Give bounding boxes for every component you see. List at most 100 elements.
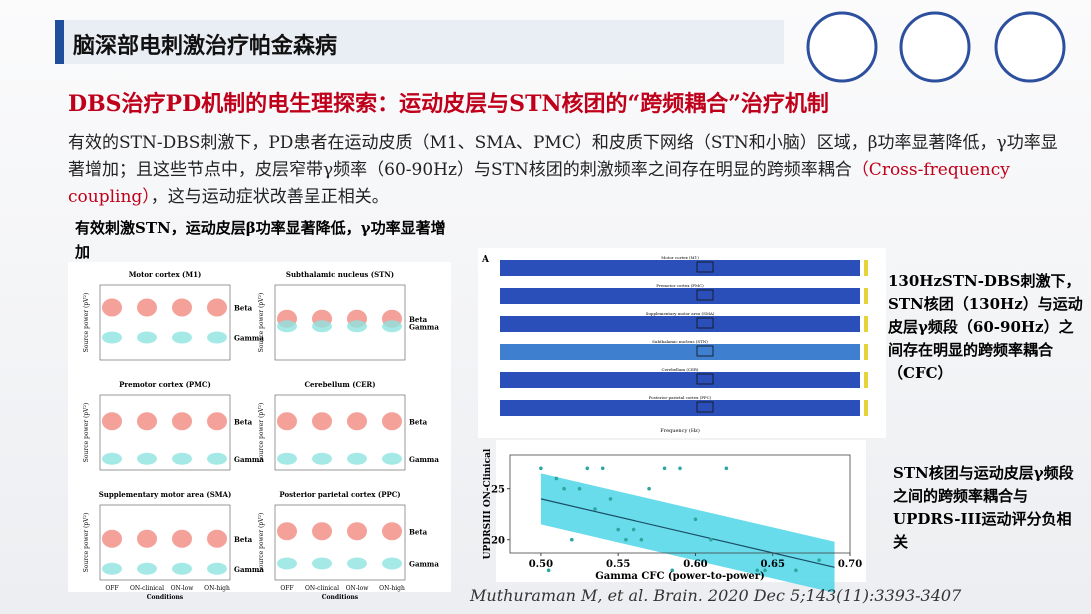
panel-frame (99, 284, 231, 361)
row-title: Premotor cortex (PMC) (656, 283, 704, 288)
violin-beta (382, 412, 402, 431)
strip (500, 260, 860, 276)
x-label: Frequency (Hz) (660, 427, 700, 434)
point (600, 466, 605, 471)
panel-frame (274, 394, 406, 471)
x-label: Gamma CFC (power-to-power) (595, 571, 765, 582)
series-label: Beta (409, 527, 428, 536)
paragraph: 有效的STN-DBS刺激下，PD患者在运动皮质（M1、SMA、PMC）和皮质下网… (68, 130, 1068, 211)
point (693, 517, 698, 522)
point (817, 558, 821, 562)
logos (806, 11, 1066, 83)
x-tick-label: OFF (105, 585, 118, 592)
strip-hot (696, 345, 714, 357)
y-label: Source power (pV²) (83, 513, 90, 572)
x-tick-label: 0.55 (606, 559, 630, 570)
violin-gamma (102, 331, 122, 344)
point (562, 486, 566, 491)
violin-gamma (102, 452, 122, 465)
strip (500, 372, 860, 388)
panel-title: Cerebellum (CER) (304, 380, 375, 389)
y-tick-label: 25 (491, 485, 505, 496)
panel-title: Posterior parietal cortex (PPC) (279, 490, 400, 499)
series-label: Gamma (234, 565, 264, 574)
x-tick-label: 0.70 (838, 559, 862, 570)
violin-gamma (382, 452, 402, 465)
x-tick-label: ON-low (346, 585, 370, 592)
series-label: Gamma (409, 455, 439, 464)
point (670, 568, 675, 573)
strip (500, 316, 860, 332)
point (546, 568, 551, 573)
point (678, 466, 682, 471)
header-band (64, 20, 784, 64)
left-caption: 有效刺激STN，运动皮层β功率显著降低，γ功率显著增加 (75, 219, 446, 261)
panel-title: Motor cortex (M1) (129, 270, 202, 279)
strip (500, 288, 860, 304)
strip-hot (696, 401, 714, 413)
violin-beta (172, 412, 192, 431)
colorbar (864, 400, 868, 416)
x-tick-label: OFF (280, 585, 293, 592)
x-tick-label: ON-clinical (130, 585, 164, 592)
violin-beta (207, 529, 227, 548)
strip-hot (696, 261, 714, 273)
row-title: Motor cortex (M1) (661, 255, 699, 260)
plot-frame (509, 454, 851, 554)
violin-gamma (382, 320, 402, 333)
colorbar (864, 260, 868, 276)
x-tick-label: 0.60 (683, 559, 707, 570)
violin-gamma (347, 320, 367, 333)
violin-gamma (277, 557, 297, 570)
strip (500, 344, 860, 360)
series-label: Gamma (234, 334, 264, 343)
point (593, 507, 597, 511)
x-label: Conditions (322, 594, 359, 601)
strip-hot (696, 373, 714, 385)
citation: Muthuraman M, et al. Brain. 2020 Dec 5;1… (470, 586, 962, 605)
point (639, 537, 644, 542)
series-label: Beta (409, 417, 428, 426)
point (608, 497, 613, 501)
violin-beta (207, 412, 227, 431)
right-caption: 130HzSTN-DBS刺激下，STN核团（130Hz）与运动皮层γ频段（60-… (888, 272, 1083, 382)
panel-label: A (481, 255, 490, 265)
x-tick-label: ON-high (379, 585, 405, 592)
y-tick-label: 20 (491, 536, 505, 547)
panel-frame (99, 394, 231, 471)
x-tick-label: ON-clinical (305, 585, 339, 592)
point (570, 537, 574, 542)
violin-gamma (312, 557, 332, 570)
series-label: Beta (409, 315, 428, 324)
violin-gamma (277, 320, 297, 333)
colorbar (864, 316, 868, 332)
point (662, 466, 667, 471)
point (577, 486, 582, 491)
point (794, 568, 798, 573)
point (763, 568, 767, 573)
x-label: Conditions (147, 594, 184, 601)
x-tick-label: ON-high (204, 585, 230, 592)
point (616, 527, 620, 532)
violin-gamma (207, 562, 227, 575)
series-label: Beta (234, 535, 253, 544)
violin-gamma (172, 452, 192, 465)
colorbar (864, 288, 868, 304)
violin-beta (137, 529, 157, 548)
violin-beta (137, 412, 157, 431)
point (539, 466, 543, 471)
strip (500, 400, 860, 416)
x-tick-label: 0.50 (529, 559, 553, 570)
violin-gamma (172, 331, 192, 344)
y-label: Source power (pV²) (258, 513, 265, 572)
row-title: Cerebellum (CER) (662, 367, 699, 372)
violin-beta (312, 522, 332, 541)
point (755, 568, 760, 573)
y-label: Source power (pV²) (83, 293, 90, 352)
right-caption: STN核团与运动皮层γ频段之间的跨频率耦合与UPDRS-III运动评分负相关 (893, 464, 1074, 551)
violin-beta (312, 412, 332, 431)
y-label: Source power (pV²) (258, 293, 265, 352)
header-bar (55, 20, 64, 64)
